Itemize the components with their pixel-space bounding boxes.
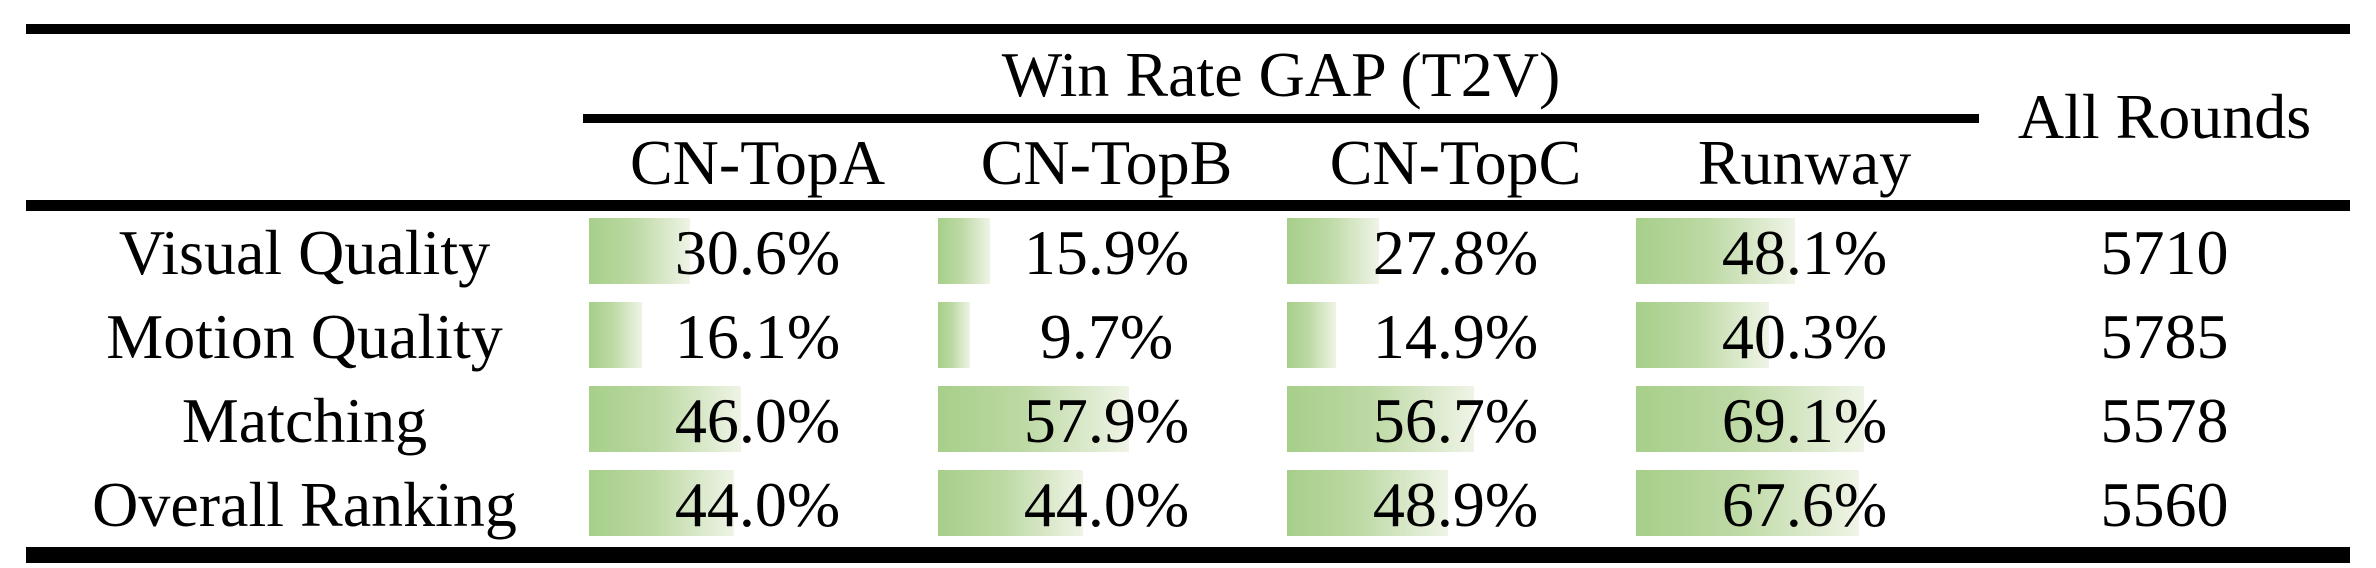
win-rate-value: 56.7% <box>1372 385 1539 456</box>
table-body: Visual Quality 30.6% 15.9% 27.8% 48.1% 5… <box>26 211 2350 547</box>
data-cell: 27.8% <box>1281 211 1630 295</box>
group-header-rule <box>583 114 1979 123</box>
data-cell: 48.9% <box>1281 463 1630 547</box>
win-rate-value: 27.8% <box>1372 217 1539 288</box>
data-cell: 57.9% <box>932 379 1281 463</box>
win-rate-value: 57.9% <box>1023 385 1190 456</box>
header-body-rule <box>26 200 2350 211</box>
win-rate-value: 40.3% <box>1721 301 1888 372</box>
data-cell: 67.6% <box>1630 463 1979 547</box>
data-cell: 30.6% <box>583 211 932 295</box>
win-rate-bar <box>1287 302 1337 368</box>
column-header-all-rounds: All Rounds <box>2017 81 2312 152</box>
win-rate-value: 30.6% <box>674 217 841 288</box>
group-header-title: Win Rate GAP (T2V) <box>1001 39 1561 110</box>
data-cell: 48.1% <box>1630 211 1979 295</box>
data-cell: 69.1% <box>1630 379 1979 463</box>
table-row-matching: Matching 46.0% 57.9% 56.7% 69.1% 5578 <box>26 379 2350 463</box>
all-rounds-value: 5578 <box>2100 385 2229 456</box>
row-label: Motion Quality <box>106 301 503 372</box>
row-label: Matching <box>181 385 428 456</box>
win-rate-value: 46.0% <box>674 385 841 456</box>
row-label: Visual Quality <box>118 217 491 288</box>
model-column-headers: CN-TopA CN-TopB CN-TopC Runway <box>583 123 1979 200</box>
win-rate-bar <box>938 218 991 284</box>
win-rate-value: 44.0% <box>1023 469 1190 540</box>
win-rate-bar <box>1287 218 1379 284</box>
all-rounds-value: 5785 <box>2100 301 2229 372</box>
row-label-header-empty <box>26 34 583 200</box>
data-cell: 14.9% <box>1281 295 1630 379</box>
column-header-cn-topb: CN-TopB <box>980 127 1233 198</box>
win-rate-value: 69.1% <box>1721 385 1888 456</box>
row-label: Overall Ranking <box>92 469 517 540</box>
column-header-runway: Runway <box>1697 127 1912 198</box>
win-rate-value: 67.6% <box>1721 469 1888 540</box>
table-header: Win Rate GAP (T2V) CN-TopA CN-TopB CN-To… <box>26 34 2350 200</box>
column-header-cn-topa: CN-TopA <box>629 127 886 198</box>
table-row-motion-quality: Motion Quality 16.1% 9.7% 14.9% 40.3% 57… <box>26 295 2350 379</box>
column-header-cn-topc: CN-TopC <box>1329 127 1582 198</box>
win-rate-value: 15.9% <box>1023 217 1190 288</box>
win-rate-value: 9.7% <box>1039 301 1174 372</box>
win-rate-value: 14.9% <box>1372 301 1539 372</box>
data-cell: 40.3% <box>1630 295 1979 379</box>
data-cell: 44.0% <box>932 463 1281 547</box>
table-bottom-rule <box>26 547 2350 563</box>
data-cell: 16.1% <box>583 295 932 379</box>
data-cell: 9.7% <box>932 295 1281 379</box>
data-cell: 56.7% <box>1281 379 1630 463</box>
data-cell: 44.0% <box>583 463 932 547</box>
table-top-rule <box>26 24 2350 34</box>
win-rate-value: 16.1% <box>674 301 841 372</box>
win-rate-value: 48.9% <box>1372 469 1539 540</box>
all-rounds-value: 5710 <box>2100 217 2229 288</box>
win-rate-value: 48.1% <box>1721 217 1888 288</box>
table-row-visual-quality: Visual Quality 30.6% 15.9% 27.8% 48.1% 5… <box>26 211 2350 295</box>
all-rounds-value: 5560 <box>2100 469 2229 540</box>
data-cell: 46.0% <box>583 379 932 463</box>
data-cell: 15.9% <box>932 211 1281 295</box>
win-rate-value: 44.0% <box>674 469 841 540</box>
table-row-overall-ranking: Overall Ranking 44.0% 44.0% 48.9% 67.6% … <box>26 463 2350 547</box>
win-rate-gap-group: Win Rate GAP (T2V) CN-TopA CN-TopB CN-To… <box>583 34 1979 200</box>
win-rate-bar <box>938 302 970 368</box>
win-rate-bar <box>589 302 643 368</box>
